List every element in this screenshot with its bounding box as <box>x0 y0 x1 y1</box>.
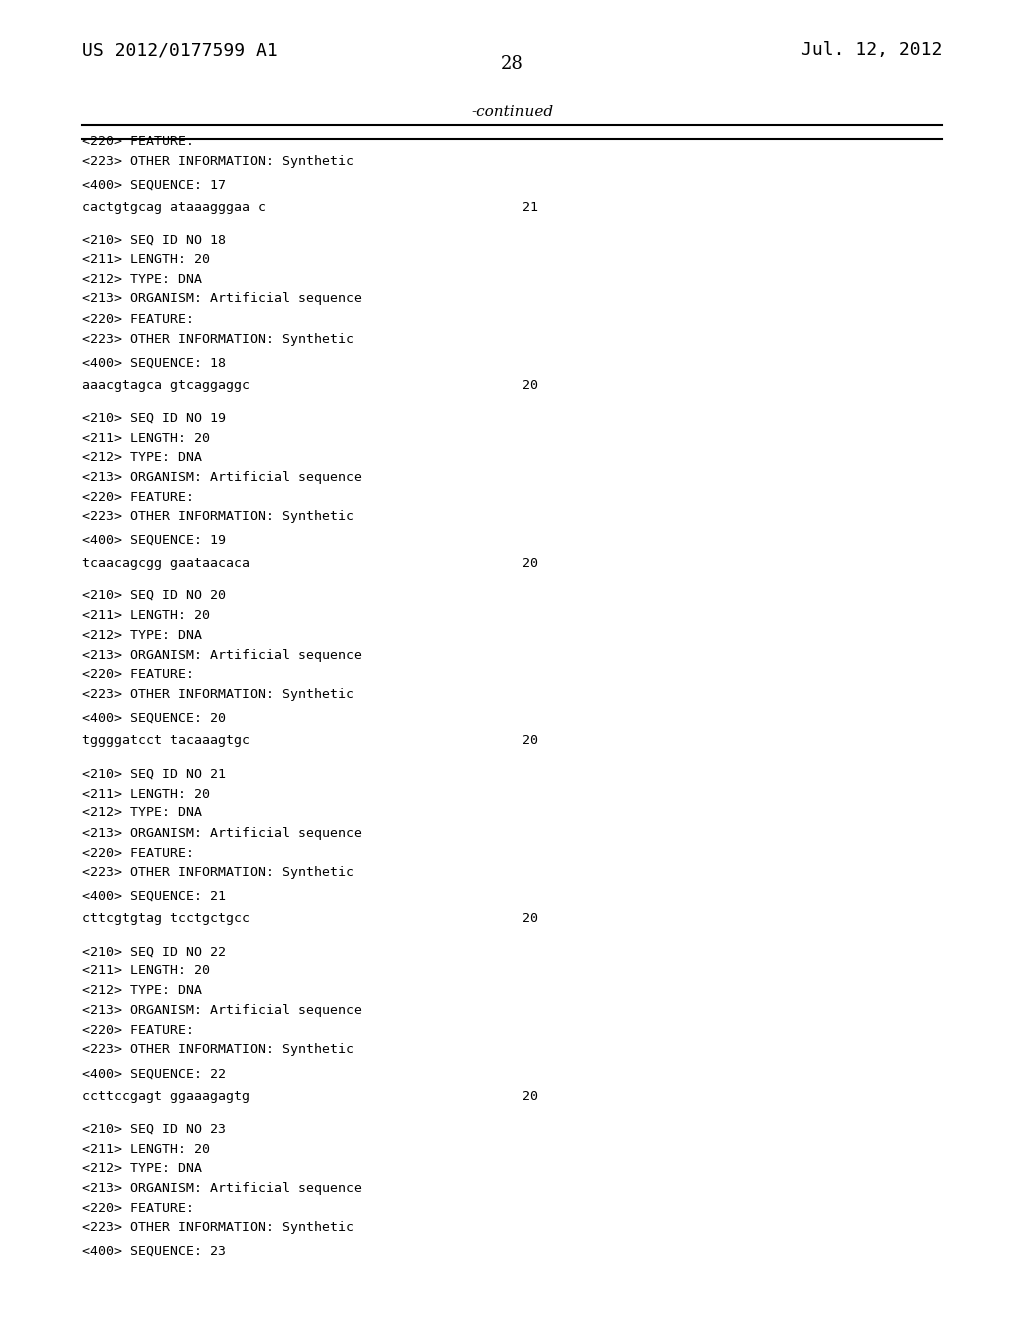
Text: <212> TYPE: DNA: <212> TYPE: DNA <box>82 807 202 820</box>
Text: 20: 20 <box>522 734 539 747</box>
Text: <220> FEATURE:: <220> FEATURE: <box>82 135 194 148</box>
Text: 28: 28 <box>501 54 523 73</box>
Text: aaacgtagca gtcaggaggc: aaacgtagca gtcaggaggc <box>82 379 250 392</box>
Text: <211> LENGTH: 20: <211> LENGTH: 20 <box>82 432 210 445</box>
Text: <223> OTHER INFORMATION: Synthetic: <223> OTHER INFORMATION: Synthetic <box>82 688 354 701</box>
Text: <220> FEATURE:: <220> FEATURE: <box>82 668 194 681</box>
Text: 21: 21 <box>522 201 539 214</box>
Text: <210> SEQ ID NO 21: <210> SEQ ID NO 21 <box>82 767 226 780</box>
Text: <212> TYPE: DNA: <212> TYPE: DNA <box>82 628 202 642</box>
Text: <220> FEATURE:: <220> FEATURE: <box>82 313 194 326</box>
Text: <210> SEQ ID NO 18: <210> SEQ ID NO 18 <box>82 234 226 246</box>
Text: -continued: -continued <box>471 104 553 119</box>
Text: <212> TYPE: DNA: <212> TYPE: DNA <box>82 1162 202 1175</box>
Text: <211> LENGTH: 20: <211> LENGTH: 20 <box>82 609 210 622</box>
Text: <210> SEQ ID NO 23: <210> SEQ ID NO 23 <box>82 1123 226 1135</box>
Text: 20: 20 <box>522 912 539 925</box>
Text: <400> SEQUENCE: 20: <400> SEQUENCE: 20 <box>82 711 226 725</box>
Text: <213> ORGANISM: Artificial sequence: <213> ORGANISM: Artificial sequence <box>82 292 361 305</box>
Text: 20: 20 <box>522 557 539 569</box>
Text: <211> LENGTH: 20: <211> LENGTH: 20 <box>82 788 210 800</box>
Text: tggggatcct tacaaagtgc: tggggatcct tacaaagtgc <box>82 734 250 747</box>
Text: <213> ORGANISM: Artificial sequence: <213> ORGANISM: Artificial sequence <box>82 471 361 484</box>
Text: <223> OTHER INFORMATION: Synthetic: <223> OTHER INFORMATION: Synthetic <box>82 1221 354 1234</box>
Text: <213> ORGANISM: Artificial sequence: <213> ORGANISM: Artificial sequence <box>82 826 361 840</box>
Text: <220> FEATURE:: <220> FEATURE: <box>82 1203 194 1216</box>
Text: <210> SEQ ID NO 19: <210> SEQ ID NO 19 <box>82 412 226 425</box>
Text: <400> SEQUENCE: 18: <400> SEQUENCE: 18 <box>82 356 226 370</box>
Text: <213> ORGANISM: Artificial sequence: <213> ORGANISM: Artificial sequence <box>82 1181 361 1195</box>
Text: <213> ORGANISM: Artificial sequence: <213> ORGANISM: Artificial sequence <box>82 1005 361 1018</box>
Text: <400> SEQUENCE: 22: <400> SEQUENCE: 22 <box>82 1067 226 1080</box>
Text: <220> FEATURE:: <220> FEATURE: <box>82 491 194 504</box>
Text: <211> LENGTH: 20: <211> LENGTH: 20 <box>82 964 210 977</box>
Text: <212> TYPE: DNA: <212> TYPE: DNA <box>82 985 202 997</box>
Text: <220> FEATURE:: <220> FEATURE: <box>82 846 194 859</box>
Text: <211> LENGTH: 20: <211> LENGTH: 20 <box>82 1143 210 1156</box>
Text: <223> OTHER INFORMATION: Synthetic: <223> OTHER INFORMATION: Synthetic <box>82 511 354 523</box>
Text: <213> ORGANISM: Artificial sequence: <213> ORGANISM: Artificial sequence <box>82 649 361 661</box>
Text: <223> OTHER INFORMATION: Synthetic: <223> OTHER INFORMATION: Synthetic <box>82 866 354 879</box>
Text: <210> SEQ ID NO 20: <210> SEQ ID NO 20 <box>82 589 226 602</box>
Text: <210> SEQ ID NO 22: <210> SEQ ID NO 22 <box>82 945 226 958</box>
Text: tcaacagcgg gaataacaca: tcaacagcgg gaataacaca <box>82 557 250 569</box>
Text: <400> SEQUENCE: 21: <400> SEQUENCE: 21 <box>82 890 226 903</box>
Text: cttcgtgtag tcctgctgcc: cttcgtgtag tcctgctgcc <box>82 912 250 925</box>
Text: cactgtgcag ataaagggaa c: cactgtgcag ataaagggaa c <box>82 201 266 214</box>
Text: <223> OTHER INFORMATION: Synthetic: <223> OTHER INFORMATION: Synthetic <box>82 1043 354 1056</box>
Text: <223> OTHER INFORMATION: Synthetic: <223> OTHER INFORMATION: Synthetic <box>82 333 354 346</box>
Text: Jul. 12, 2012: Jul. 12, 2012 <box>801 41 942 59</box>
Text: US 2012/0177599 A1: US 2012/0177599 A1 <box>82 41 278 59</box>
Text: 20: 20 <box>522 379 539 392</box>
Text: ccttccgagt ggaaagagtg: ccttccgagt ggaaagagtg <box>82 1089 250 1102</box>
Text: <400> SEQUENCE: 17: <400> SEQUENCE: 17 <box>82 178 226 191</box>
Text: <400> SEQUENCE: 19: <400> SEQUENCE: 19 <box>82 535 226 546</box>
Text: 20: 20 <box>522 1089 539 1102</box>
Text: <211> LENGTH: 20: <211> LENGTH: 20 <box>82 253 210 267</box>
Text: <212> TYPE: DNA: <212> TYPE: DNA <box>82 273 202 286</box>
Text: <223> OTHER INFORMATION: Synthetic: <223> OTHER INFORMATION: Synthetic <box>82 154 354 168</box>
Text: <212> TYPE: DNA: <212> TYPE: DNA <box>82 451 202 465</box>
Text: <220> FEATURE:: <220> FEATURE: <box>82 1024 194 1038</box>
Text: <400> SEQUENCE: 23: <400> SEQUENCE: 23 <box>82 1245 226 1258</box>
